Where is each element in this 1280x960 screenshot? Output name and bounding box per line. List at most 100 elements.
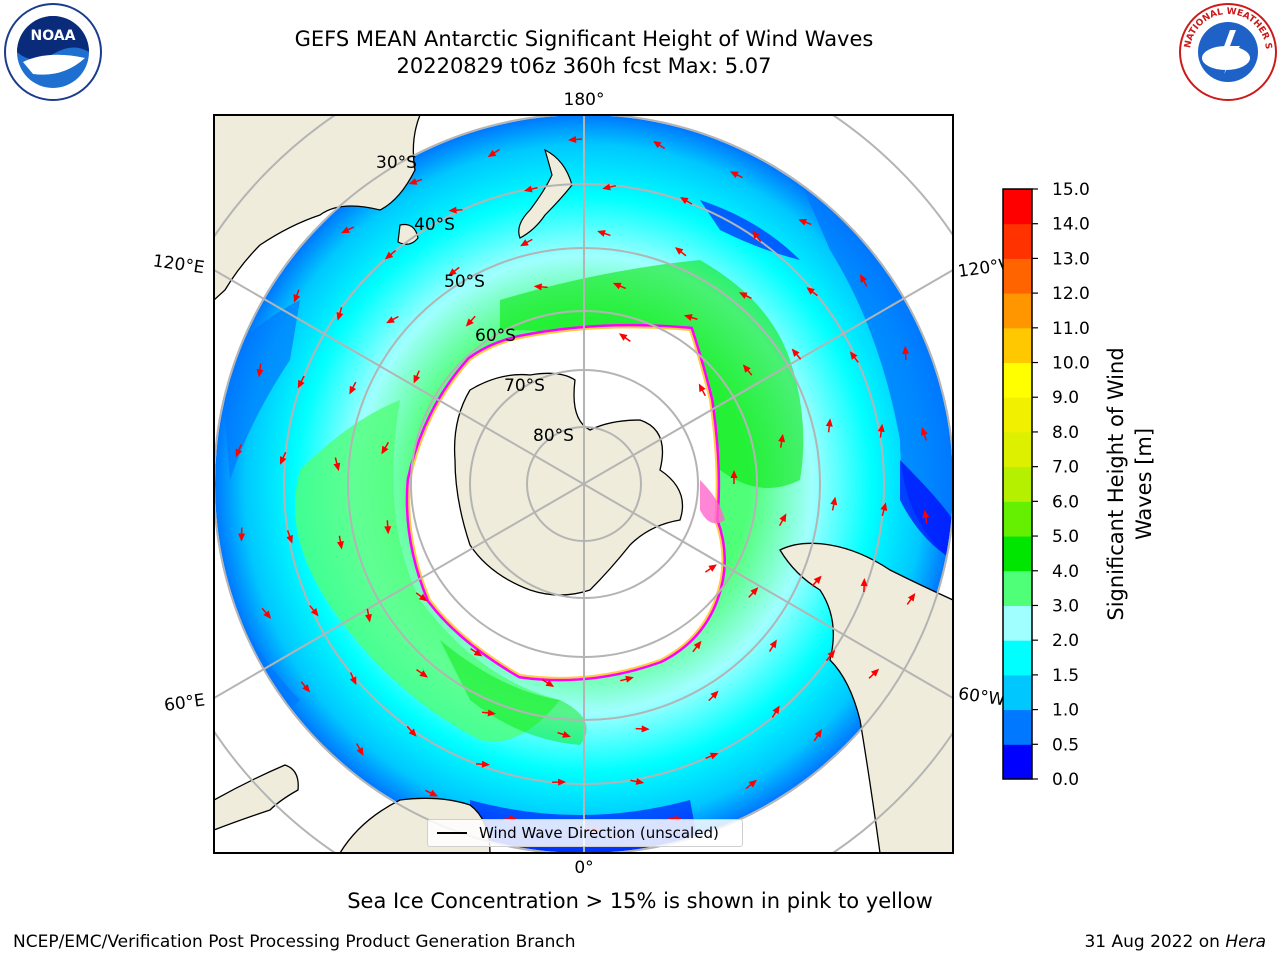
- lon-label-180: 180°: [564, 90, 605, 110]
- colorbar-segment: [1003, 605, 1032, 641]
- colorbar-tick-label: 1.0: [1052, 701, 1079, 721]
- colorbar-tick-label: 0.5: [1052, 735, 1079, 755]
- chart-title: GEFS MEAN Antarctic Significant Height o…: [294, 27, 874, 51]
- colorbar-tick-label: 0.0: [1052, 770, 1079, 790]
- wind-wave-arrow-head: [778, 433, 786, 443]
- legend-label: Wind Wave Direction (unscaled): [479, 824, 719, 842]
- map-panel: [214, 115, 953, 853]
- wind-wave-arrow-head: [448, 206, 457, 214]
- wind-wave-arrow-head: [769, 639, 777, 649]
- wind-wave-arrow-head: [870, 668, 880, 677]
- wind-wave-arrow-head: [772, 705, 780, 715]
- wind-wave-arrow-head: [533, 283, 542, 291]
- credit-date-text: 31 Aug 2022 on: [1084, 932, 1226, 952]
- wind-wave-arrow-head: [238, 533, 246, 542]
- map-frame: [213, 114, 954, 854]
- madagascar-landmass: [214, 764, 299, 831]
- wind-wave-arrow-head: [849, 351, 858, 360]
- colorbar-tick-label: 2.0: [1052, 631, 1079, 651]
- wind-wave-arrow-head: [683, 314, 693, 321]
- colorbar-ticks: 0.0 0.5 1.0 1.5 2.0 3.0 4.0 5.0 6.0 7.0 8.0 9.0 10.0…: [1032, 180, 1090, 790]
- wind-wave-arrow-head: [408, 178, 418, 185]
- nws-logo: NATIONAL WEATHER SERVICE: [1178, 2, 1277, 101]
- colorbar-segment: [1003, 570, 1032, 606]
- lat-label-50s: 50°S: [444, 272, 485, 292]
- colorbar-segment: [1003, 709, 1032, 745]
- credit-branch: NCEP/EMC/Verification Post Processing Pr…: [13, 932, 576, 952]
- wind-wave-arrow-head: [652, 140, 662, 149]
- colorbar-tick-label: 13.0: [1052, 249, 1090, 269]
- colorbar-tick-label: 10.0: [1052, 354, 1090, 374]
- colorbar-segment: [1003, 397, 1032, 433]
- wind-wave-arrow-head: [349, 676, 357, 686]
- wind-wave-arrow-head: [710, 690, 719, 699]
- colorbar-segment: [1003, 640, 1032, 676]
- wind-wave-arrow-head: [806, 287, 815, 295]
- wind-wave-arrow-head: [693, 640, 702, 650]
- colorbar-tick-label: 3.0: [1052, 596, 1079, 616]
- wind-wave-arrow-head: [465, 318, 474, 327]
- wind-wave-arrow-head: [297, 379, 305, 389]
- wind-wave-arrow-head: [902, 345, 910, 354]
- wind-wave-arrow-head: [384, 251, 394, 260]
- colorbar-tick-label: 11.0: [1052, 319, 1090, 339]
- wind-wave-arrow-head: [860, 577, 868, 587]
- colorbar-segment: [1003, 744, 1032, 780]
- colorbar-tick-label: 5.0: [1052, 527, 1079, 547]
- colorbar-segment: [1003, 466, 1032, 502]
- wind-wave-arrow-head: [364, 614, 372, 623]
- colorbar-tick-label: 7.0: [1052, 458, 1079, 478]
- wind-wave-arrow-head: [825, 418, 833, 427]
- colorbar-segment: [1003, 258, 1032, 294]
- colorbar-segment: [1003, 189, 1032, 225]
- colorbar-segment: [1003, 362, 1032, 398]
- wind-wave-arrow-head: [487, 149, 497, 158]
- sea-ice-note: Sea Ice Concentration > 15% is shown in …: [347, 889, 933, 913]
- lon-label-60e: 60°E: [163, 690, 206, 715]
- wind-wave-arrow-head: [523, 185, 533, 193]
- colorbar-segment: [1003, 327, 1032, 364]
- wind-wave-arrow-head: [302, 684, 310, 693]
- legend-line-swatch: [437, 832, 467, 834]
- colorbar-tick-label: 14.0: [1052, 215, 1090, 235]
- colorbar-segment: [1003, 293, 1032, 329]
- colorbar-tick-label: 9.0: [1052, 388, 1079, 408]
- lon-label-0: 0°: [574, 858, 593, 878]
- wind-wave-arrow-head: [859, 274, 867, 283]
- wind-wave-arrow-head: [750, 587, 759, 596]
- lon-label-120e: 120°E: [152, 251, 206, 278]
- lat-label-80s: 80°S: [533, 426, 574, 446]
- wind-wave-arrow-head: [679, 197, 689, 205]
- wind-wave-arrow-head: [814, 729, 822, 738]
- lat-label-70s: 70°S: [504, 376, 545, 396]
- lon-label-60w: 60°W: [957, 684, 1006, 710]
- colorbar-frame: [1002, 188, 1033, 780]
- colorbar-segment: [1003, 431, 1032, 468]
- wind-wave-arrow-head: [235, 448, 243, 458]
- wind-wave-arrow-head: [880, 502, 888, 511]
- wind-wave-arrow-head: [448, 268, 457, 276]
- wind-wave-arrow-head: [612, 282, 622, 290]
- wind-wave-arrow-head: [813, 575, 822, 584]
- colorbar-tick-label: 4.0: [1052, 562, 1079, 582]
- wind-wave-arrow-head: [558, 778, 567, 786]
- credit-host: Hera: [1225, 932, 1266, 952]
- wind-wave-arrow-head: [336, 541, 344, 550]
- wind-wave-arrow-head: [341, 226, 350, 234]
- colorbar-tick-label: 8.0: [1052, 423, 1079, 443]
- wind-wave-arrow-head: [408, 728, 417, 737]
- wind-wave-arrow-head: [698, 383, 706, 393]
- graticule-meridians: [214, 115, 953, 853]
- wind-wave-arrow-head: [336, 312, 344, 321]
- colorbar-segment: [1003, 501, 1032, 537]
- wind-wave-arrow-head: [907, 593, 916, 602]
- wind-wave-arrow-head: [597, 230, 606, 237]
- wind-wave-arrow-head: [413, 374, 421, 384]
- wind-wave-arrow-head: [545, 679, 555, 688]
- colorbar-tick-label: 6.0: [1052, 492, 1079, 512]
- wind-wave-arrow-head: [798, 218, 807, 226]
- wind-wave-arrow-head: [520, 239, 529, 247]
- wind-wave-arrow-head: [791, 348, 800, 357]
- credit-date: 31 Aug 2022 on Hera: [1084, 932, 1266, 952]
- wind-wave-arrow-head: [429, 789, 439, 797]
